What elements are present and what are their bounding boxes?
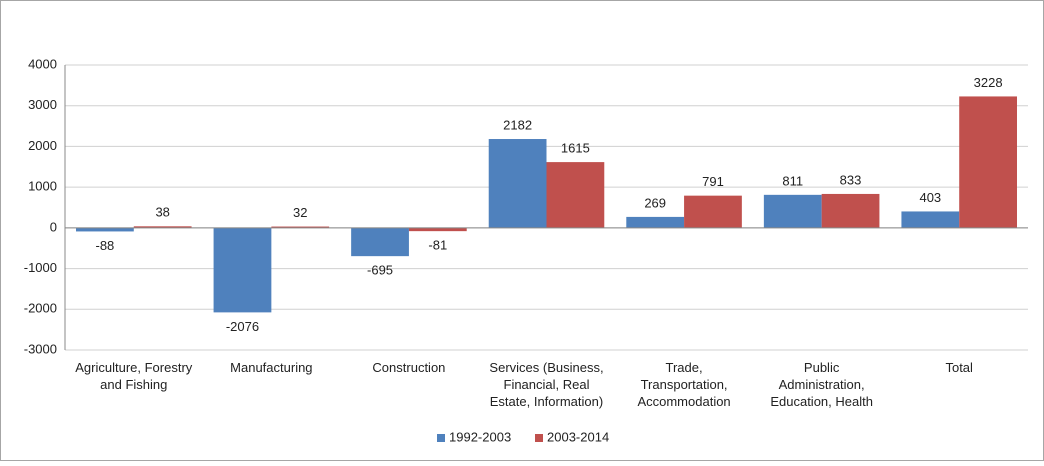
data-label: 1615 [561,141,590,156]
x-tick-label: Agriculture, Forestry and Fishing [75,360,193,392]
bar [901,211,960,228]
x-tick-label: Services (Business, Financial, Real Estate… [489,360,603,409]
bar [351,227,409,257]
bar [213,227,272,313]
legend-swatch [535,434,543,442]
bar [546,162,605,228]
legend-swatch [437,434,445,442]
y-tick-label: -1000 [24,260,57,275]
bar [821,193,880,228]
data-label: 269 [644,195,666,210]
bar [408,227,467,232]
bar [626,216,685,228]
data-label: 811 [782,173,803,188]
data-label: 403 [919,190,941,205]
bar [959,96,1017,228]
data-label: 2182 [503,117,532,132]
x-tick-label: Trade, Transportation, Accommodation [637,360,730,409]
data-label: -2076 [226,319,259,334]
data-label: -695 [367,263,393,278]
y-tick-label: 3000 [28,97,57,112]
bar [488,139,547,228]
data-label: 791 [702,174,724,189]
x-tick-label: Manufacturing [230,360,312,375]
y-tick-label: 0 [50,219,57,234]
bar [271,226,330,228]
y-tick-label: 1000 [28,179,57,194]
data-label: 833 [840,172,862,187]
data-label: 38 [155,205,169,220]
data-label: -88 [95,238,114,253]
data-label: -81 [428,238,447,253]
bar [76,227,134,232]
y-tick-label: 4000 [28,56,57,71]
legend-label: 1992-2003 [449,429,511,444]
bar [684,195,742,228]
data-label: 3228 [974,75,1003,90]
x-tick-label: Public Administration, Education, Health [770,360,873,409]
x-tick-label: Total [945,360,973,375]
bar [133,226,192,228]
x-tick-label: Construction [372,360,445,375]
y-tick-label: -2000 [24,301,57,316]
data-label: 32 [293,205,307,220]
y-tick-label: 2000 [28,138,57,153]
legend-label: 2003-2014 [547,429,609,444]
bar [763,194,822,228]
y-tick-label: -3000 [24,341,57,356]
